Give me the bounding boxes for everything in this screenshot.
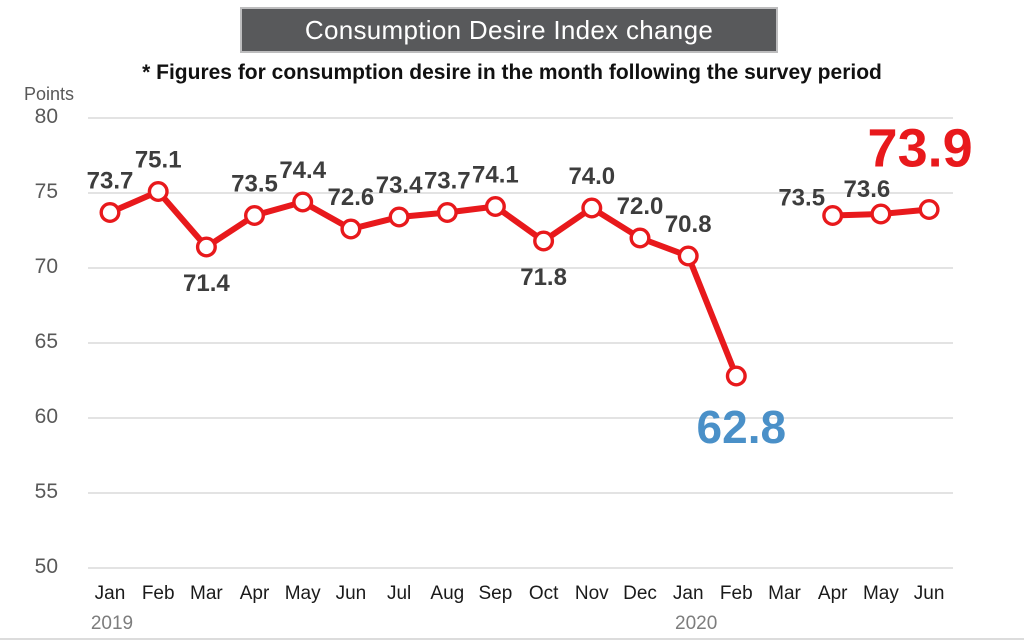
x-tick-label: Feb xyxy=(142,583,175,604)
chart-title-banner: Consumption Desire Index change xyxy=(240,7,778,53)
bottom-edge-divider xyxy=(0,638,1024,640)
y-tick-label: 70 xyxy=(35,255,58,278)
year-label: 2019 xyxy=(91,613,133,634)
data-point-label: 74.0 xyxy=(568,163,615,190)
x-tick-label: May xyxy=(863,583,899,604)
data-point-label: 73.5 xyxy=(778,185,825,212)
data-point-marker xyxy=(677,245,699,267)
data-point-label: 75.1 xyxy=(135,147,182,174)
x-tick-label: Feb xyxy=(720,583,753,604)
chart-subtitle: * Figures for consumption desire in the … xyxy=(142,61,882,84)
x-tick-label: May xyxy=(285,583,321,604)
data-point-label: 73.7 xyxy=(424,168,471,195)
x-tick-label: Dec xyxy=(623,583,657,604)
y-tick-label: 50 xyxy=(35,555,58,578)
data-point-marker xyxy=(436,201,458,223)
x-tick-label: Sep xyxy=(478,583,512,604)
data-point-marker xyxy=(870,203,892,225)
data-point-marker xyxy=(243,204,265,226)
data-point-marker xyxy=(388,206,410,228)
data-point-marker xyxy=(99,201,121,223)
chart-title: Consumption Desire Index change xyxy=(304,14,714,45)
year-label: 2020 xyxy=(675,613,717,634)
y-tick-label: 80 xyxy=(35,105,58,128)
data-point-marker xyxy=(822,204,844,226)
data-point-marker xyxy=(533,230,555,252)
data-point-label: 74.1 xyxy=(472,162,519,189)
data-point-marker xyxy=(581,197,603,219)
data-point-label: 72.6 xyxy=(328,184,375,211)
data-point-label: 73.9 xyxy=(868,119,973,179)
data-point-marker xyxy=(629,227,651,249)
data-point-label: 73.5 xyxy=(231,171,278,198)
data-point-label: 62.8 xyxy=(697,401,787,453)
data-point-label: 71.4 xyxy=(183,270,230,297)
data-point-marker xyxy=(484,195,506,217)
x-tick-label: Jan xyxy=(673,583,704,604)
data-point-marker xyxy=(292,191,314,213)
y-axis-unit-label: Points xyxy=(24,84,75,104)
data-point-label: 73.7 xyxy=(87,168,134,195)
x-tick-label: Nov xyxy=(575,583,609,604)
x-tick-label: Oct xyxy=(529,583,559,604)
data-point-label: 71.8 xyxy=(520,264,567,291)
data-point-label: 73.6 xyxy=(844,176,891,203)
data-point-marker xyxy=(725,365,747,387)
data-point-label: 73.4 xyxy=(376,172,423,199)
x-tick-label: Jul xyxy=(387,583,411,604)
y-tick-label: 55 xyxy=(35,480,58,503)
x-tick-label: Apr xyxy=(240,583,270,604)
data-point-label: 72.0 xyxy=(617,193,664,220)
data-point-marker xyxy=(340,218,362,240)
y-tick-label: 60 xyxy=(35,405,58,428)
data-point-marker xyxy=(195,236,217,258)
data-point-label: 70.8 xyxy=(665,211,712,238)
data-point-marker xyxy=(147,180,169,202)
data-point-marker xyxy=(918,198,940,220)
x-tick-label: Apr xyxy=(818,583,848,604)
x-tick-label: Jun xyxy=(336,583,367,604)
x-tick-label: Aug xyxy=(430,583,464,604)
x-tick-label: Mar xyxy=(768,583,801,604)
y-tick-label: 65 xyxy=(35,330,58,353)
x-tick-label: Jun xyxy=(914,583,945,604)
y-tick-label: 75 xyxy=(35,180,58,203)
data-point-label: 74.4 xyxy=(279,157,326,184)
x-tick-label: Jan xyxy=(95,583,126,604)
x-tick-label: Mar xyxy=(190,583,223,604)
